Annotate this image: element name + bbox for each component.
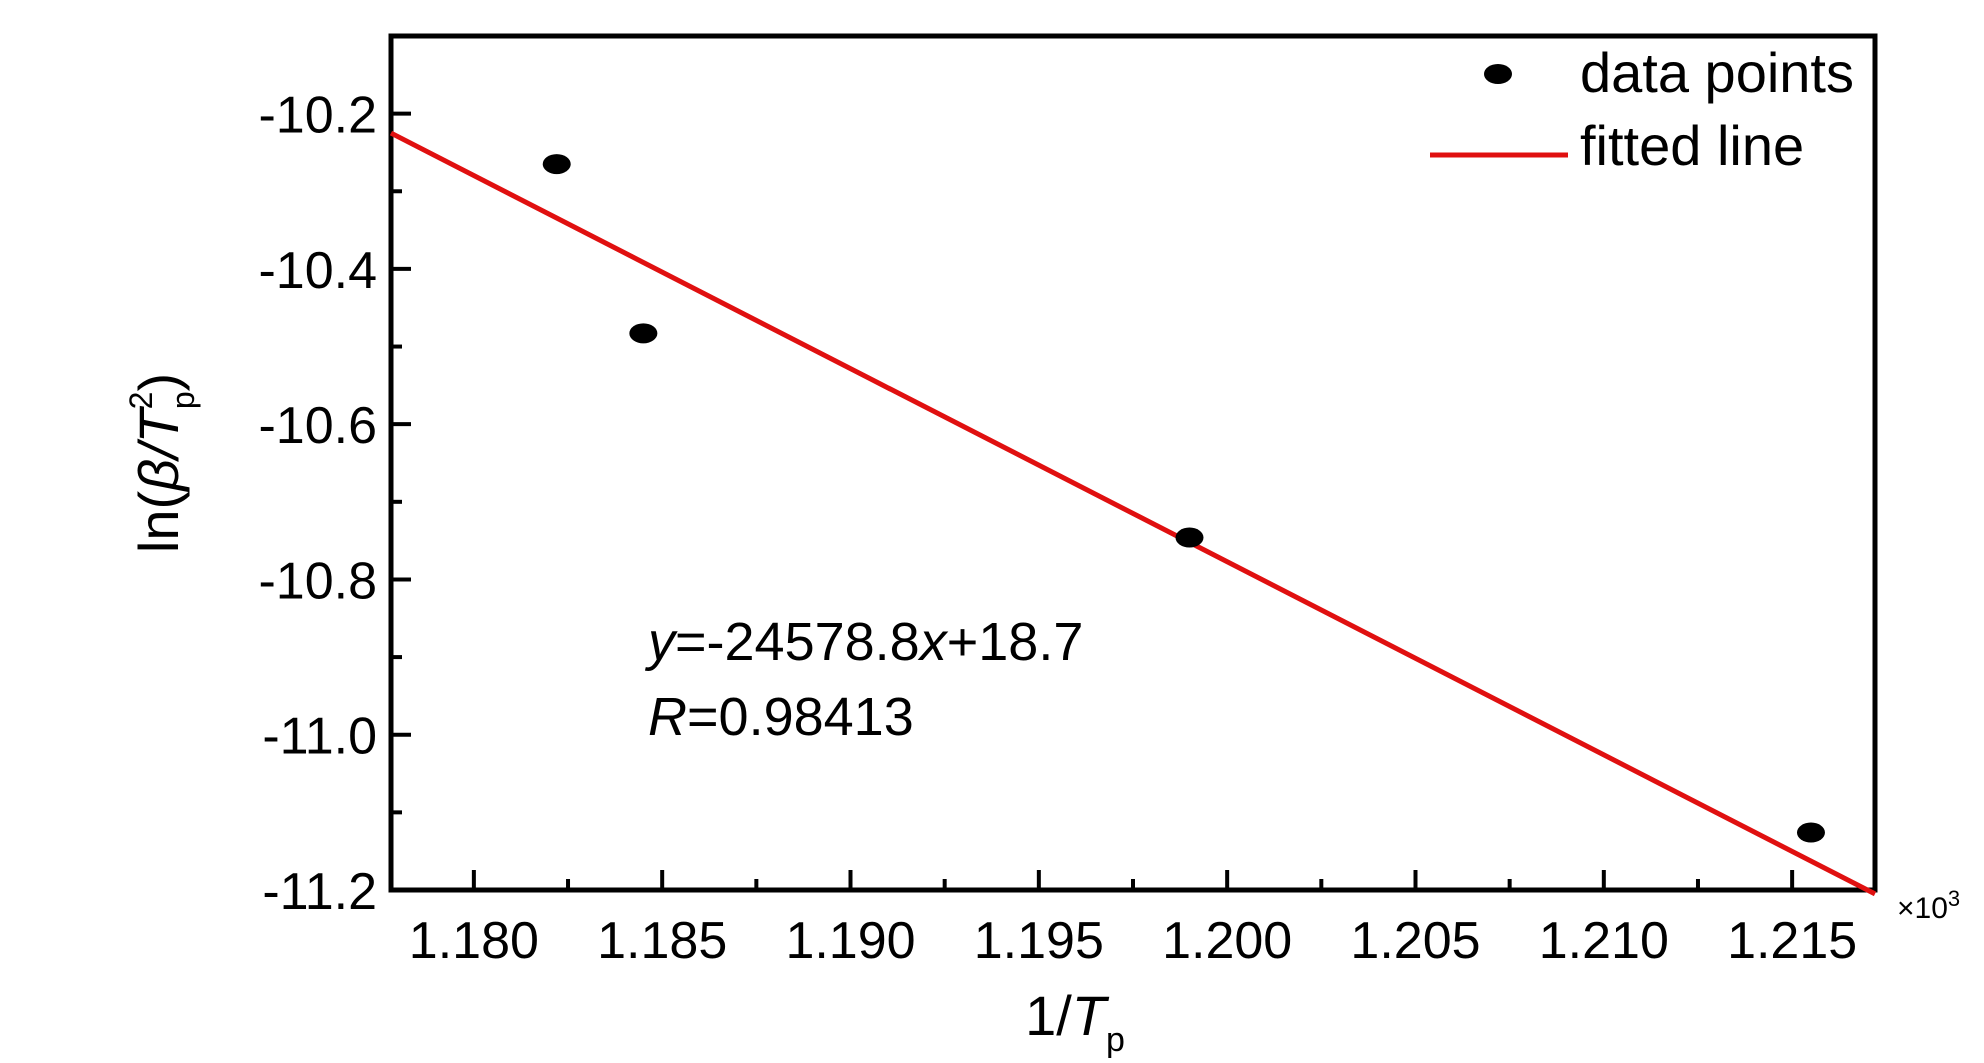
- data-point: [542, 154, 571, 175]
- y-tick-label: -10.2: [258, 87, 377, 145]
- x-tick-label: 1.195: [974, 912, 1104, 970]
- x-tick-label: 1.200: [1162, 912, 1292, 970]
- y-axis-title: ln(β/Tp2): [123, 373, 201, 553]
- correlation-coefficient: R=0.98413: [648, 687, 914, 747]
- y-tick-label: -11.2: [262, 863, 377, 921]
- fitted-line: [389, 130, 1877, 897]
- legend-label-fitted-line: fitted line: [1580, 114, 1804, 177]
- x-tick-label: 1.215: [1727, 912, 1857, 970]
- x-multiplier: ×103: [1897, 886, 1960, 925]
- x-tick-label: 1.180: [409, 912, 539, 970]
- x-tick-label: 1.205: [1350, 912, 1480, 970]
- y-tick-label: -10.6: [258, 397, 377, 455]
- legend-label-data-points: data points: [1580, 41, 1854, 104]
- y-tick-label: -10.4: [258, 242, 377, 300]
- x-tick-label: 1.190: [785, 912, 915, 970]
- x-tick-label: 1.185: [597, 912, 727, 970]
- y-tick-label: -10.8: [258, 552, 377, 610]
- legend-marker-data-points: [1484, 64, 1512, 84]
- data-point: [1175, 527, 1204, 548]
- x-tick-label: 1.210: [1539, 912, 1669, 970]
- y-tick-label: -11.0: [262, 708, 377, 766]
- data-point: [629, 323, 658, 344]
- x-axis-title: 1/Tp: [1025, 984, 1125, 1059]
- fit-equation: y=-24578.8x+18.7: [644, 612, 1083, 672]
- data-point: [1796, 822, 1825, 843]
